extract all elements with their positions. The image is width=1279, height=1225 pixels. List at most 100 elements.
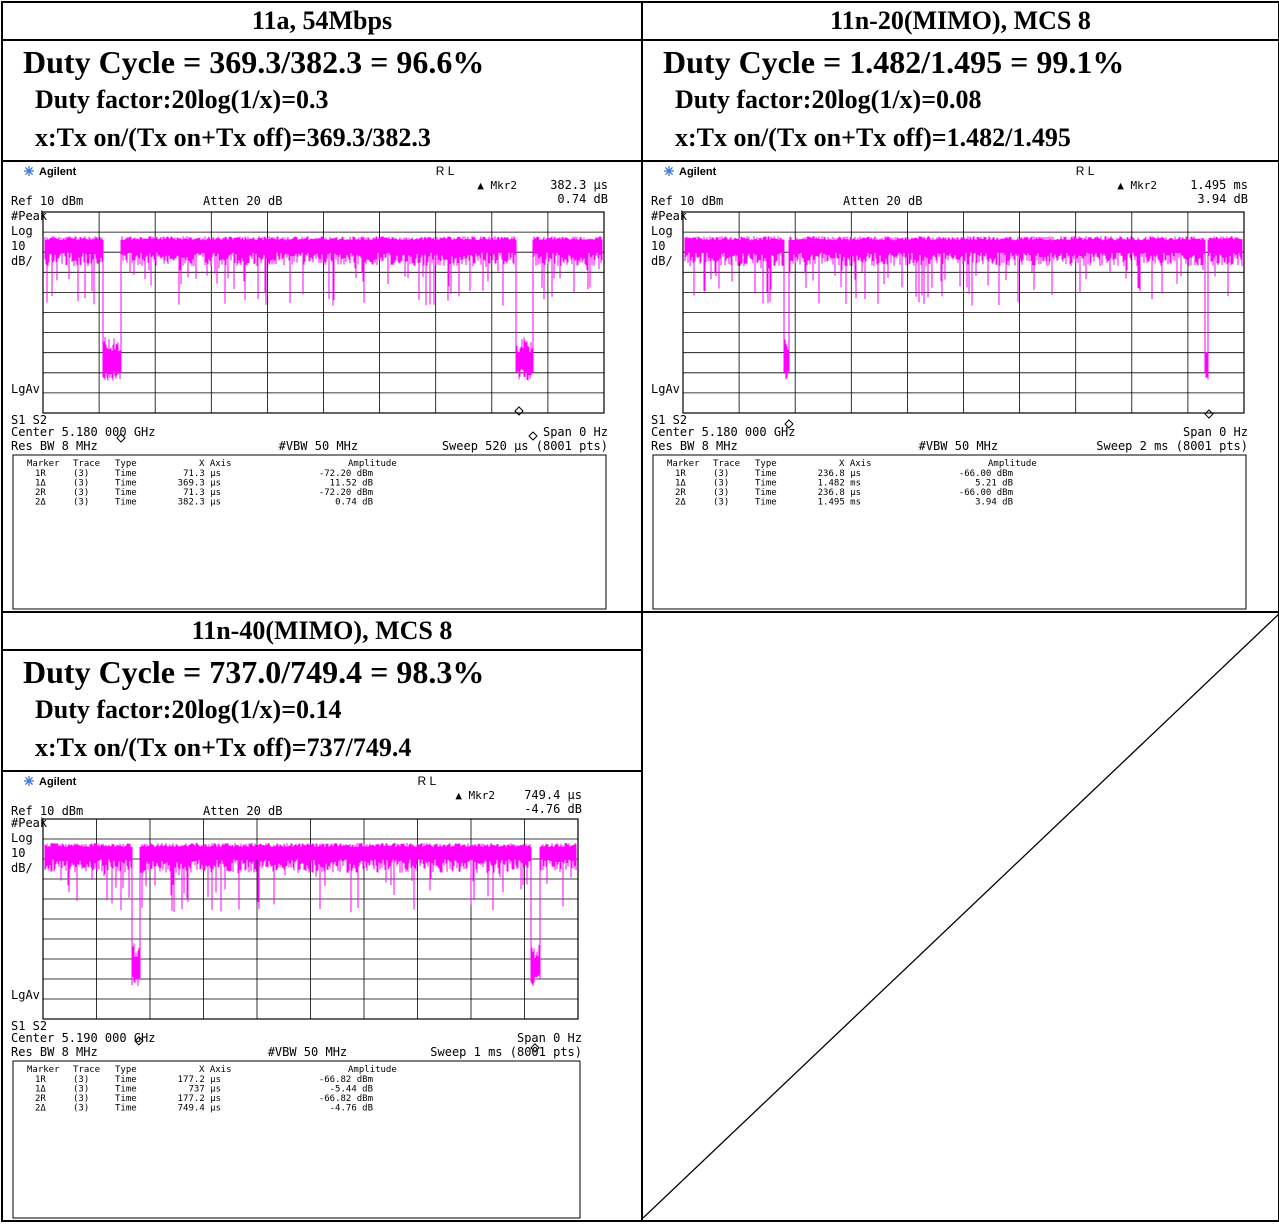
marker-amplitude: 0.74 dB bbox=[557, 192, 608, 206]
reference-level: Ref 10 dBm bbox=[11, 194, 83, 208]
marker-table-cell: (3) bbox=[73, 479, 89, 489]
resolution-bandwidth: Res BW 8 MHz bbox=[651, 439, 738, 453]
video-bandwidth: #VBW 50 MHz bbox=[919, 439, 998, 453]
trace-waveform bbox=[44, 843, 577, 986]
lgav-label: LgAv bbox=[651, 382, 680, 396]
span-value: Span 0 Hz bbox=[517, 1031, 582, 1045]
marker-table-cell: -66.00 dBm bbox=[959, 488, 1013, 498]
left-label: #Peak bbox=[11, 209, 48, 223]
marker-table-cell: (3) bbox=[713, 479, 729, 489]
marker-table-cell: Time bbox=[755, 498, 777, 508]
duty-cycle-text: Duty Cycle = 1.482/1.495 = 99.1% bbox=[663, 44, 1125, 80]
marker-table-cell: -4.76 dB bbox=[330, 1104, 373, 1114]
marker-table-cell: (3) bbox=[73, 488, 89, 498]
marker-time: 382.3 µs bbox=[550, 178, 608, 192]
rl-label: R L bbox=[436, 164, 455, 178]
spectrum-analyzer-screen: Agilent R L ▲ Mkr2 382.3 µs 0.74 dB Ref 10 dB… bbox=[4, 163, 637, 610]
marker-table-cell: (3) bbox=[73, 1085, 89, 1095]
marker-table-header: Marker bbox=[667, 459, 700, 469]
duty-factor-text: Duty factor:20log(1/x)=0.14 bbox=[35, 695, 342, 724]
marker-table-cell: 1R bbox=[675, 469, 686, 479]
marker-table-cell: 71.3 µs bbox=[183, 469, 221, 479]
marker-table-cell: 2Δ bbox=[35, 498, 46, 508]
marker-time: 1.495 ms bbox=[1190, 178, 1248, 192]
video-bandwidth: #VBW 50 MHz bbox=[268, 1045, 347, 1059]
marker-diamond-icon bbox=[116, 433, 126, 443]
marker-table-cell: 749.4 µs bbox=[178, 1104, 221, 1114]
marker-table-cell: 369.3 µs bbox=[178, 479, 221, 489]
marker-table-cell: 2R bbox=[675, 488, 686, 498]
lgav-label: LgAv bbox=[11, 382, 40, 396]
marker-table-cell: -66.00 dBm bbox=[959, 469, 1013, 479]
attenuation: Atten 20 dB bbox=[203, 804, 282, 818]
sweep-time: Sweep 520 µs (8001 pts) bbox=[442, 439, 608, 453]
panel-3-info: Duty Cycle = 737.0/749.4 = 98.3% Duty fa… bbox=[1, 649, 643, 772]
marker-table-cell: (3) bbox=[713, 498, 729, 508]
s1-s2-label: S1 S2 bbox=[11, 1019, 47, 1033]
marker-table-cell: 382.3 µs bbox=[178, 498, 221, 508]
reference-level: Ref 10 dBm bbox=[651, 194, 723, 208]
agilent-logo-icon bbox=[24, 776, 34, 786]
duty-cycle-text: Duty Cycle = 737.0/749.4 = 98.3% bbox=[23, 654, 485, 690]
marker-table-cell: Time bbox=[115, 488, 137, 498]
marker-diamond-icon bbox=[134, 1036, 144, 1046]
marker-table-cell: 3.94 dB bbox=[975, 498, 1013, 508]
attenuation: Atten 20 dB bbox=[843, 194, 922, 208]
marker-label: ▲ Mkr2 bbox=[455, 789, 495, 802]
marker-time: 749.4 µs bbox=[524, 788, 582, 802]
left-label: 10 bbox=[651, 239, 665, 253]
marker-table-header: Type bbox=[115, 1065, 137, 1075]
panel-1-screenshot: Agilent R L ▲ Mkr2 382.3 µs 0.74 dB Ref 10 dB… bbox=[1, 160, 643, 613]
empty-cell-diagonal bbox=[644, 614, 1277, 1218]
brand-label: Agilent bbox=[39, 776, 77, 788]
marker-table-cell: 1Δ bbox=[35, 479, 46, 489]
marker-table-cell: 71.3 µs bbox=[183, 488, 221, 498]
left-label: dB/ bbox=[11, 861, 33, 875]
marker-table-cell: 1R bbox=[35, 1075, 46, 1085]
marker-table-cell: 1R bbox=[35, 469, 46, 479]
marker-table-header: Trace bbox=[713, 459, 740, 469]
marker-table-header: Marker bbox=[27, 1065, 60, 1075]
center-frequency: Center 5.180 000 GHz bbox=[11, 425, 156, 439]
marker-table-cell: 1.495 ms bbox=[818, 498, 861, 508]
x-definition-text: x:Tx on/(Tx on+Tx off)=737/749.4 bbox=[35, 733, 412, 762]
marker-table-header: Amplitude bbox=[348, 459, 397, 469]
marker-table-cell: 236.8 µs bbox=[818, 488, 861, 498]
marker-diamond-icon bbox=[528, 431, 538, 441]
marker-table-header: Trace bbox=[73, 459, 100, 469]
panel-1-title: 11a, 54Mbps bbox=[1, 1, 643, 41]
duty-factor-text: Duty factor:20log(1/x)=0.3 bbox=[35, 85, 329, 114]
panel-3-screenshot: Agilent R L ▲ Mkr2 749.4 µs -4.76 dB Ref 10 d… bbox=[1, 770, 643, 1222]
x-definition-text: x:Tx on/(Tx on+Tx off)=1.482/1.495 bbox=[675, 123, 1071, 152]
panel-3-title: 11n-40(MIMO), MCS 8 bbox=[1, 611, 643, 651]
marker-table-cell: 2Δ bbox=[35, 1104, 46, 1114]
marker-table-cell: (3) bbox=[73, 1075, 89, 1085]
left-label: dB/ bbox=[651, 254, 673, 268]
resolution-bandwidth: Res BW 8 MHz bbox=[11, 439, 98, 453]
marker-table-cell: Time bbox=[115, 498, 137, 508]
marker-table-cell: Time bbox=[755, 488, 777, 498]
marker-table-cell: 1Δ bbox=[35, 1085, 46, 1095]
marker-table-cell: Time bbox=[115, 1104, 137, 1114]
left-label: 10 bbox=[11, 846, 25, 860]
marker-table-cell: Time bbox=[115, 1094, 137, 1104]
marker-table-header: X Axis bbox=[199, 1065, 232, 1075]
trace-waveform bbox=[684, 236, 1243, 380]
marker-table-cell: (3) bbox=[73, 1104, 89, 1114]
graticule bbox=[682, 211, 1245, 414]
marker-table-cell: 1Δ bbox=[675, 479, 686, 489]
lgav-label: LgAv bbox=[11, 988, 40, 1002]
rl-label: R L bbox=[418, 774, 437, 788]
marker-table-cell: 177.2 µs bbox=[178, 1075, 221, 1085]
marker-table-cell: -5.44 dB bbox=[330, 1085, 373, 1095]
marker-table-cell: 2R bbox=[35, 488, 46, 498]
marker-table-cell: -66.82 dBm bbox=[319, 1075, 373, 1085]
span-value: Span 0 Hz bbox=[543, 425, 608, 439]
agilent-logo-icon bbox=[24, 166, 34, 176]
panel-1-info: Duty Cycle = 369.3/382.3 = 96.6% Duty fa… bbox=[1, 39, 643, 162]
marker-table-cell: 2Δ bbox=[675, 498, 686, 508]
marker-label: ▲ Mkr2 bbox=[1117, 179, 1157, 192]
left-label: dB/ bbox=[11, 254, 33, 268]
empty-cell bbox=[641, 611, 1279, 1222]
